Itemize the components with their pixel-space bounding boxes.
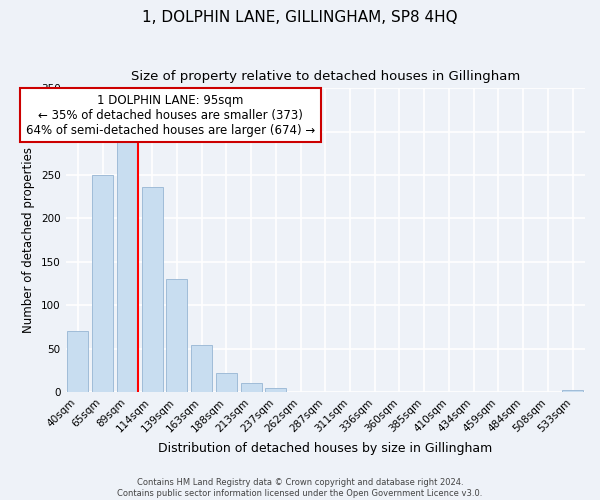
- X-axis label: Distribution of detached houses by size in Gillingham: Distribution of detached houses by size …: [158, 442, 493, 455]
- Bar: [166, 279, 187, 392]
- Bar: [67, 331, 88, 392]
- Bar: [265, 388, 286, 392]
- Bar: [241, 384, 262, 392]
- Title: Size of property relative to detached houses in Gillingham: Size of property relative to detached ho…: [131, 70, 520, 83]
- Bar: [117, 142, 138, 392]
- Bar: [92, 175, 113, 392]
- Bar: [142, 187, 163, 392]
- Text: 1, DOLPHIN LANE, GILLINGHAM, SP8 4HQ: 1, DOLPHIN LANE, GILLINGHAM, SP8 4HQ: [142, 10, 458, 25]
- Text: Contains HM Land Registry data © Crown copyright and database right 2024.
Contai: Contains HM Land Registry data © Crown c…: [118, 478, 482, 498]
- Bar: [191, 345, 212, 392]
- Text: 1 DOLPHIN LANE: 95sqm
← 35% of detached houses are smaller (373)
64% of semi-det: 1 DOLPHIN LANE: 95sqm ← 35% of detached …: [26, 94, 315, 136]
- Bar: [216, 373, 237, 392]
- Bar: [562, 390, 583, 392]
- Y-axis label: Number of detached properties: Number of detached properties: [22, 147, 35, 333]
